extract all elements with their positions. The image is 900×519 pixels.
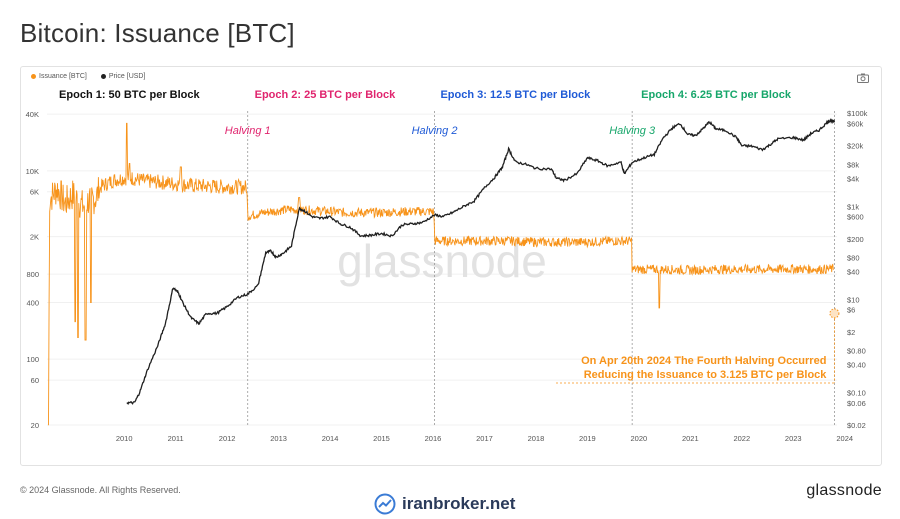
legend-dot-price — [100, 74, 106, 79]
right-axis-tick-label: $0.40 — [847, 360, 866, 369]
legend-label-price: Price [USD] — [108, 73, 146, 80]
left-axis-tick-label: 40K — [26, 110, 39, 119]
chart-card: Issuance [BTC] Price [USD] glassnode 40K 1… — [20, 66, 882, 466]
epoch-label: Epoch 4: 6.25 BTC per Block — [641, 89, 792, 101]
x-axis-tick-label: 2013 — [270, 434, 287, 443]
epoch-label: Epoch 1: 50 BTC per Block — [59, 89, 200, 101]
right-axis-tick-label: $80 — [847, 253, 860, 262]
x-axis-tick-label: 2020 — [631, 434, 648, 443]
camera-icon[interactable] — [857, 73, 869, 83]
x-axis-tick-label: 2015 — [373, 434, 390, 443]
annotation-text-line-1: On Apr 20th 2024 The Fourth Halving Occu… — [581, 355, 826, 367]
footer-brand-logo: glassnode — [806, 482, 882, 499]
x-axis-tick-label: 2019 — [579, 434, 596, 443]
left-axis-tick-label: 20 — [31, 421, 39, 430]
epoch-label: Epoch 3: 12.5 BTC per Block — [440, 89, 591, 101]
site-watermark: iranbroker.net — [374, 493, 515, 515]
legend-item-issuance[interactable]: Issuance [BTC] — [31, 73, 87, 80]
right-axis-tick-label: $6 — [847, 306, 855, 315]
right-axis-tick-label: $4k — [847, 174, 859, 183]
epoch-label: Epoch 2: 25 BTC per Block — [255, 89, 396, 101]
price-series-line — [126, 118, 836, 406]
annotation-marker — [829, 308, 840, 319]
halving-label: Halving 1 — [225, 125, 271, 137]
left-axis-tick-label: 800 — [26, 270, 39, 279]
right-axis-tick-label: $0.80 — [847, 346, 866, 355]
right-axis-tick-label: $0.02 — [847, 421, 866, 430]
legend-label-issuance: Issuance [BTC] — [39, 73, 87, 80]
left-axis-tick-label: 10K — [26, 167, 39, 176]
halving-label: Halving 3 — [609, 125, 656, 137]
left-axis-tick-label: 6K — [30, 188, 39, 197]
x-axis-tick-label: 2011 — [168, 434, 184, 443]
left-axis-tick-label: 60 — [31, 376, 39, 385]
legend-dot-issuance — [31, 74, 36, 79]
right-axis-tick-label: $10 — [847, 295, 860, 304]
annotation-text-line-2: Reducing the Issuance to 3.125 BTC per B… — [584, 369, 828, 381]
right-axis-tick-label: $1k — [847, 202, 859, 211]
halving-label: Halving 2 — [412, 125, 458, 137]
x-axis-tick-label: 2023 — [785, 434, 802, 443]
right-axis-tick-label: $20k — [847, 142, 864, 151]
left-axis-tick-label: 100 — [26, 355, 39, 364]
x-axis-tick-label: 2022 — [733, 434, 750, 443]
footer-copyright: © 2024 Glassnode. All Rights Reserved. — [20, 485, 181, 495]
left-axis-tick-label: 2K — [30, 233, 39, 242]
x-axis-tick-label: 2018 — [528, 434, 545, 443]
page-title: Bitcoin: Issuance [BTC] — [20, 18, 295, 48]
x-axis-tick-label: 2017 — [476, 434, 493, 443]
right-axis-tick-label: $600 — [847, 213, 864, 222]
chart-svg: glassnode40K10K6K2K8004001006020$100k$60… — [26, 89, 868, 443]
x-axis-tick-label: 2021 — [682, 434, 699, 443]
x-axis-tick-label: 2024 — [836, 434, 853, 443]
x-axis-tick-label: 2010 — [116, 434, 133, 443]
right-axis-tick-label: $200 — [847, 235, 864, 244]
x-axis-tick-label: 2012 — [219, 434, 236, 443]
right-axis-tick-label: $8k — [847, 160, 859, 169]
x-axis-tick-label: 2014 — [322, 434, 339, 443]
right-axis-tick-label: $100k — [847, 109, 868, 118]
right-axis-tick-label: $2 — [847, 328, 855, 337]
right-axis-tick-label: $40 — [847, 267, 860, 276]
legend-item-price[interactable]: Price [USD] — [100, 73, 146, 80]
left-axis-tick-label: 400 — [26, 298, 39, 307]
site-watermark-text: iranbroker.net — [402, 494, 516, 513]
x-axis-tick-label: 2016 — [425, 434, 442, 443]
right-axis-tick-label: $0.06 — [847, 399, 866, 408]
right-axis-tick-label: $60k — [847, 120, 864, 129]
issuance-series-line — [48, 122, 834, 426]
right-axis-tick-label: $0.10 — [847, 388, 866, 397]
chart-logo-icon — [374, 493, 396, 515]
chart-legend: Issuance [BTC] Price [USD] — [31, 73, 145, 80]
